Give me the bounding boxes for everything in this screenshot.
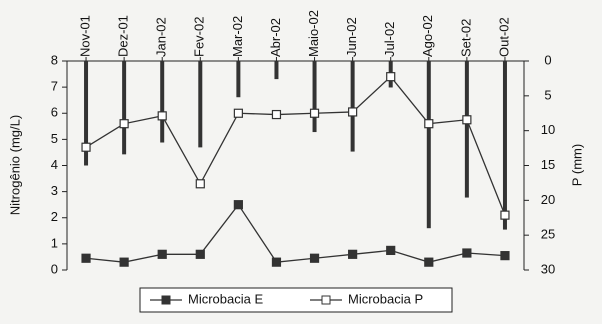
- y-tick-label: 1: [51, 235, 58, 250]
- y-axis-title: Nitrogênio (mg/L): [7, 115, 22, 215]
- x-tick-label: Abr-02: [268, 18, 283, 57]
- series-marker: [157, 249, 167, 259]
- x-tick-label: Jan-02: [154, 17, 169, 57]
- precipitation-bar: [312, 61, 317, 133]
- y-tick-label: 2: [51, 209, 58, 224]
- series-marker: [81, 253, 91, 263]
- series-marker: [424, 119, 434, 129]
- series-marker: [81, 142, 91, 152]
- y2-tick-label: 20: [541, 192, 555, 207]
- series-marker: [195, 249, 205, 259]
- precipitation-bar: [464, 61, 469, 198]
- y-tick-label: 4: [51, 157, 58, 172]
- precipitation-bar: [274, 61, 279, 80]
- x-tick-label: Set-02: [458, 19, 473, 57]
- series-marker: [500, 251, 510, 261]
- series-marker: [233, 200, 243, 210]
- series-marker: [119, 257, 129, 267]
- precipitation-bar: [84, 61, 89, 166]
- series-marker: [119, 119, 129, 129]
- series-marker: [271, 257, 282, 267]
- x-tick-label: Nov-01: [77, 15, 92, 57]
- x-tick-label: Jul-02: [382, 22, 397, 57]
- x-tick-label: Dez-01: [116, 15, 131, 57]
- x-tick-label: Mar-02: [230, 16, 245, 57]
- x-tick-label: Jun-02: [344, 17, 359, 57]
- series-marker: [348, 107, 358, 117]
- x-tick-label: Fev-02: [192, 17, 207, 57]
- legend-box: [139, 287, 453, 313]
- y2-tick-label: 15: [541, 157, 555, 172]
- series-marker: [500, 210, 510, 220]
- x-tick-label: Ago-02: [420, 15, 435, 57]
- series-line: [85, 75, 506, 216]
- series-marker: [462, 248, 472, 258]
- series-marker: [233, 108, 243, 118]
- series-marker: [462, 115, 472, 125]
- y-tick-label: 8: [51, 52, 58, 67]
- series-marker: [157, 111, 167, 121]
- series-marker: [309, 108, 320, 118]
- precipitation-bar: [198, 61, 203, 148]
- legend-marker: [321, 295, 331, 305]
- precipitation-bar: [502, 61, 507, 230]
- x-tick-label: Out-02: [496, 17, 511, 57]
- legend-label: Microbacia E: [188, 291, 263, 306]
- series-marker: [271, 109, 282, 120]
- y2-tick-label: 10: [541, 122, 555, 137]
- y-tick-label: 3: [51, 183, 58, 198]
- y2-tick-label: 30: [541, 261, 555, 276]
- precipitation-bar: [160, 61, 165, 143]
- series-marker: [386, 72, 396, 82]
- y2-tick-label: 5: [544, 87, 551, 102]
- y2-tick-label: 0: [544, 52, 551, 67]
- y-tick-label: 7: [51, 79, 58, 94]
- precipitation-bar: [426, 61, 431, 229]
- precipitation-bar: [350, 61, 355, 152]
- series-line: [85, 203, 506, 263]
- series-marker: [424, 257, 434, 267]
- series-marker: [348, 249, 358, 259]
- y-tick-label: 6: [51, 105, 58, 120]
- precipitation-bar: [236, 61, 241, 98]
- legend-label: Microbacia P: [348, 291, 423, 306]
- series-marker: [309, 253, 320, 263]
- legend-marker: [161, 295, 171, 305]
- series-marker: [386, 245, 396, 256]
- precipitation-bar: [122, 61, 127, 155]
- y-tick-label: 0: [51, 261, 58, 276]
- series-marker: [195, 179, 205, 189]
- y2-tick-label: 25: [541, 227, 555, 242]
- y2-axis-title: P (mm): [569, 144, 584, 186]
- x-tick-label: Maio-02: [306, 10, 321, 57]
- y-tick-label: 5: [51, 131, 58, 146]
